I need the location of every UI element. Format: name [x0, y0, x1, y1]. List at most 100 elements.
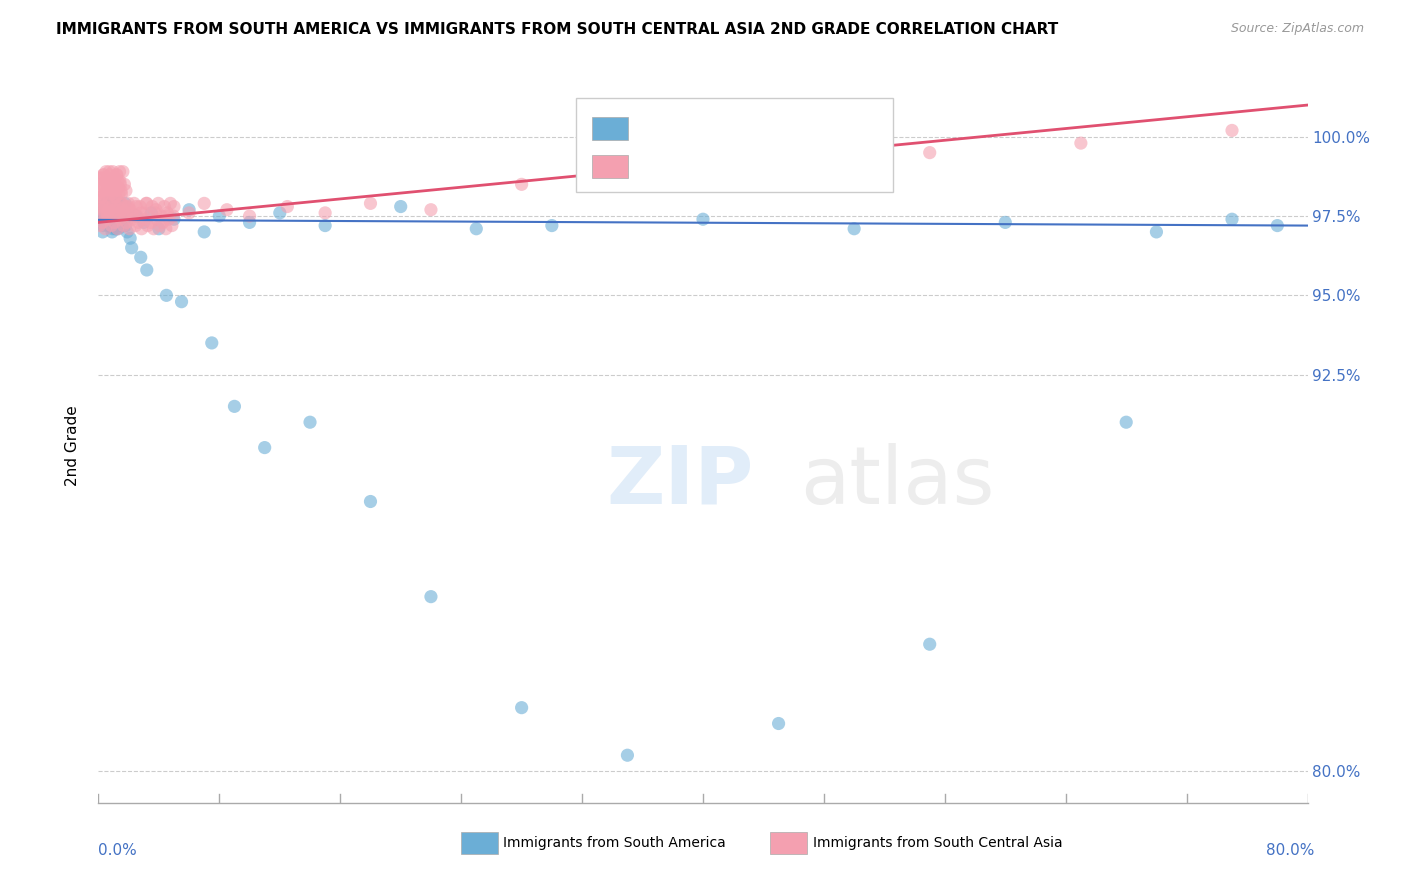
Point [510, 178, 533, 192]
Point [193, 196, 215, 211]
Point [101, 184, 124, 198]
Point [420, 202, 443, 217]
Point [121, 241, 143, 255]
Point [107, 221, 129, 235]
Point [110, 184, 132, 198]
Point [105, 221, 128, 235]
Point [101, 215, 124, 229]
Point [145, 212, 167, 227]
Point [103, 206, 125, 220]
Point [105, 180, 128, 194]
Point [104, 196, 127, 211]
Point [110, 215, 132, 229]
Point [101, 225, 124, 239]
Point [112, 209, 135, 223]
Point [128, 215, 150, 229]
Point [115, 225, 138, 239]
Point [100, 174, 122, 188]
Point [111, 202, 134, 217]
Point [179, 202, 201, 217]
Point [94, 200, 117, 214]
Point [389, 200, 412, 214]
Point [1220, 123, 1243, 137]
Point [89, 206, 111, 220]
Point [90, 178, 112, 192]
Point [120, 202, 142, 217]
Point [118, 221, 141, 235]
Point [276, 200, 298, 214]
Text: Immigrants from South America: Immigrants from South America [503, 836, 725, 850]
Point [112, 219, 135, 233]
Point [215, 202, 238, 217]
Point [94, 215, 117, 229]
Point [93, 206, 115, 220]
Point [201, 335, 224, 350]
Point [114, 209, 136, 223]
Point [104, 202, 127, 217]
Point [100, 206, 122, 220]
Point [121, 212, 143, 227]
Point [134, 212, 156, 227]
Text: ZIP: ZIP [606, 442, 754, 521]
Point [97, 196, 120, 211]
Point [94, 164, 117, 178]
Point [91, 202, 114, 217]
Point [465, 221, 488, 235]
Point [98, 206, 121, 220]
Point [1220, 212, 1243, 227]
Point [97, 202, 120, 217]
Point [127, 209, 149, 223]
Point [143, 206, 166, 220]
Point [135, 196, 157, 211]
Point [162, 209, 184, 223]
Point [104, 200, 127, 214]
Point [131, 221, 153, 235]
Point [994, 215, 1017, 229]
Point [90, 202, 112, 217]
Point [193, 225, 215, 239]
Text: atlas: atlas [800, 442, 994, 521]
Point [103, 209, 125, 223]
Point [94, 202, 117, 217]
Point [107, 212, 129, 227]
Text: IMMIGRANTS FROM SOUTH AMERICA VS IMMIGRANTS FROM SOUTH CENTRAL ASIA 2ND GRADE CO: IMMIGRANTS FROM SOUTH AMERICA VS IMMIGRA… [56, 22, 1059, 37]
Point [314, 219, 336, 233]
Point [117, 200, 139, 214]
Point [117, 196, 139, 211]
Point [107, 200, 129, 214]
Point [105, 168, 128, 182]
Point [91, 206, 114, 220]
Point [104, 190, 127, 204]
Point [112, 212, 135, 227]
Point [94, 180, 117, 194]
Point [149, 219, 172, 233]
Point [115, 206, 138, 220]
Point [94, 212, 117, 227]
Point [90, 196, 112, 211]
Point [103, 215, 125, 229]
Point [103, 184, 125, 198]
Point [104, 171, 127, 186]
Point [125, 200, 148, 214]
Y-axis label: 2nd Grade: 2nd Grade [65, 406, 80, 486]
Point [90, 215, 112, 229]
Point [111, 164, 134, 178]
Point [115, 184, 138, 198]
Point [104, 206, 127, 220]
Point [110, 219, 132, 233]
Text: R =: R = [637, 161, 676, 178]
Point [91, 171, 114, 186]
Point [98, 202, 121, 217]
Text: -0.019: -0.019 [682, 122, 747, 140]
Point [90, 190, 112, 204]
Point [918, 637, 941, 651]
Point [97, 219, 120, 233]
Point [100, 178, 122, 192]
Point [138, 209, 160, 223]
Point [616, 748, 638, 763]
Point [91, 219, 114, 233]
Point [768, 716, 790, 731]
Point [163, 212, 186, 227]
Point [148, 196, 170, 211]
Point [91, 200, 114, 214]
